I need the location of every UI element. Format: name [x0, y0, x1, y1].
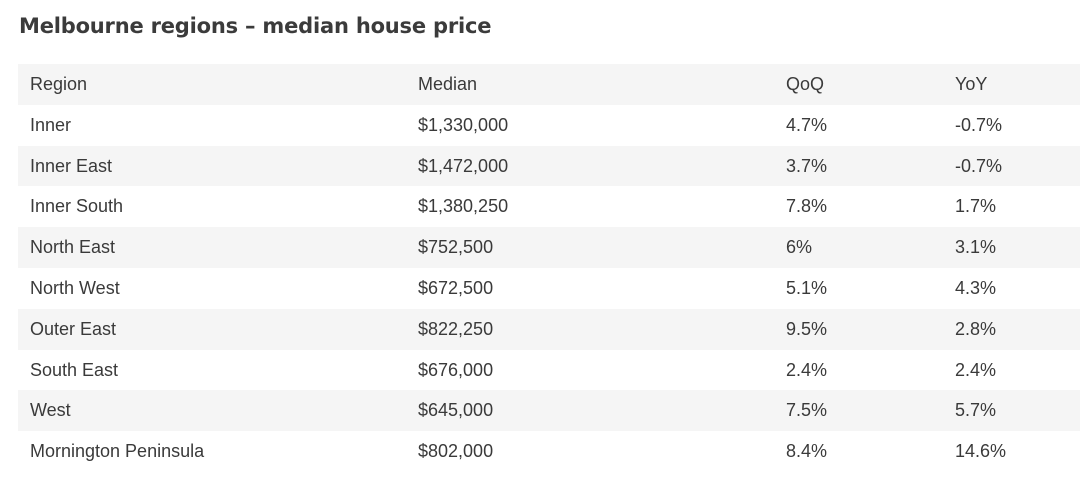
median-cell: $802,000	[418, 441, 494, 462]
qoq-cell: 7.8%	[786, 196, 828, 217]
table-row: North East $752,500 6% 3.1%	[18, 227, 1080, 268]
yoy-cell: 3.1%	[955, 237, 997, 258]
column-header-region: Region	[30, 74, 88, 94]
region-cell: Mornington Peninsula	[30, 441, 205, 462]
table-row: South East $676,000 2.4% 2.4%	[18, 350, 1080, 391]
table-row: North West $672,500 5.1% 4.3%	[18, 268, 1080, 309]
region-cell: Inner South	[30, 196, 124, 217]
median-cell: $645,000	[418, 400, 494, 421]
region-cell: Outer East	[30, 318, 117, 339]
region-cell: North East	[30, 237, 116, 258]
table-header-row: Region Median QoQ YoY	[18, 64, 1080, 105]
median-cell: $752,500	[418, 237, 494, 258]
region-cell: West	[30, 400, 71, 421]
median-cell: $672,500	[418, 277, 494, 298]
qoq-cell: 6%	[786, 237, 813, 258]
table-row: Inner South $1,380,250 7.8% 1.7%	[18, 186, 1080, 227]
median-cell: $1,472,000	[418, 155, 509, 176]
table-row: West $645,000 7.5% 5.7%	[18, 390, 1080, 432]
table-row: Outer East $822,250 9.5% 2.8%	[18, 308, 1080, 350]
qoq-cell: 7.5%	[786, 400, 828, 421]
yoy-cell: 2.8%	[955, 318, 997, 339]
yoy-cell: 4.3%	[955, 277, 997, 298]
region-cell: Inner	[30, 114, 72, 135]
column-header-qoq: QoQ	[786, 74, 825, 94]
qoq-cell: 9.5%	[786, 318, 828, 339]
qoq-cell: 5.1%	[786, 277, 828, 298]
region-cell: South East	[30, 359, 119, 380]
page-title: Melbourne regions – median house price	[19, 14, 492, 38]
yoy-cell: -0.7%	[955, 114, 1003, 135]
qoq-cell: 4.7%	[786, 114, 828, 135]
median-cell: $1,380,250	[418, 196, 509, 217]
table-row: Inner East $1,472,000 3.7% -0.7%	[18, 145, 1080, 187]
median-cell: $822,250	[418, 318, 494, 339]
yoy-cell: 2.4%	[955, 359, 997, 380]
region-cell: Inner East	[30, 155, 113, 176]
qoq-cell: 2.4%	[786, 359, 828, 380]
yoy-cell: 1.7%	[955, 196, 997, 217]
table-row: Mornington Peninsula $802,000 8.4% 14.6%	[18, 431, 1080, 472]
yoy-cell: 14.6%	[955, 441, 1007, 462]
yoy-cell: 5.7%	[955, 400, 997, 421]
region-cell: North West	[30, 277, 120, 298]
table-row: Inner $1,330,000 4.7% -0.7%	[18, 105, 1080, 146]
column-header-median: Median	[418, 74, 478, 94]
qoq-cell: 3.7%	[786, 155, 828, 176]
price-table: Region Median QoQ YoY Inner $1,330,000 4…	[18, 64, 1080, 472]
column-header-yoy: YoY	[955, 74, 988, 94]
qoq-cell: 8.4%	[786, 441, 828, 462]
median-cell: $676,000	[418, 359, 494, 380]
median-cell: $1,330,000	[418, 114, 509, 135]
yoy-cell: -0.7%	[955, 155, 1003, 176]
